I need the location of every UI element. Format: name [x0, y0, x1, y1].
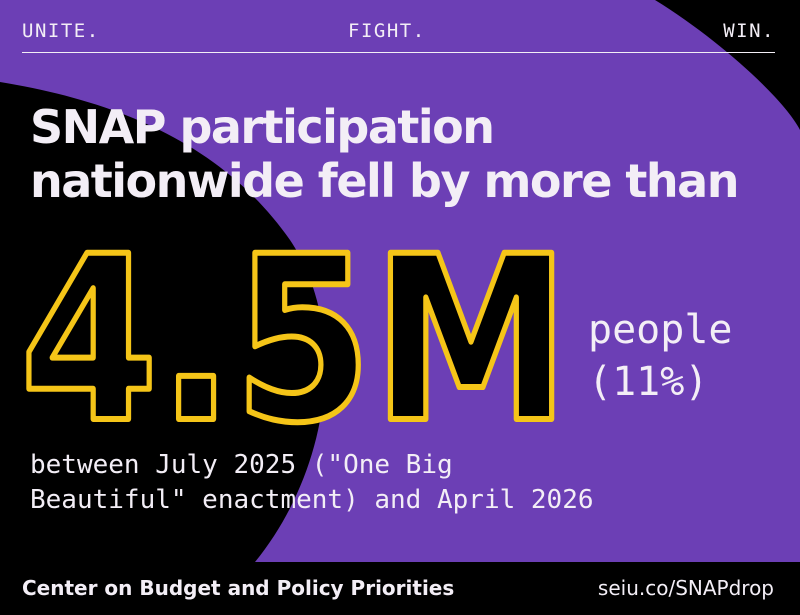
- big-number-graphic: 4.5M: [20, 236, 573, 436]
- footer: Center on Budget and Policy Priorities s…: [0, 562, 800, 615]
- headline-line-2: nationwide fell by more than: [30, 154, 739, 208]
- detail-text: between July 2025 ("One Big Beautiful" e…: [30, 448, 594, 518]
- big-number-value: 4.5M: [20, 236, 570, 436]
- stat-unit-people: people: [588, 307, 733, 353]
- slogan-bar: UNITE. FIGHT. WIN.: [22, 20, 775, 53]
- headline-line-1: SNAP participation: [30, 100, 495, 154]
- stat-unit-percent: (11%): [588, 359, 709, 405]
- source-credit: Center on Budget and Policy Priorities: [22, 576, 455, 600]
- footer-link[interactable]: seiu.co/SNAPdrop: [597, 576, 774, 600]
- slogan-unite: UNITE.: [22, 20, 100, 42]
- detail-line-2: Beautiful" enactment) and April 2026: [30, 485, 594, 515]
- slogan-fight: FIGHT.: [348, 20, 426, 42]
- headline: SNAP participation nationwide fell by mo…: [30, 100, 790, 208]
- stat-unit: people (11%): [588, 304, 733, 408]
- background-purple-shape: [0, 0, 800, 562]
- detail-line-1: between July 2025 ("One Big: [30, 450, 453, 480]
- slogan-win: WIN.: [723, 20, 775, 42]
